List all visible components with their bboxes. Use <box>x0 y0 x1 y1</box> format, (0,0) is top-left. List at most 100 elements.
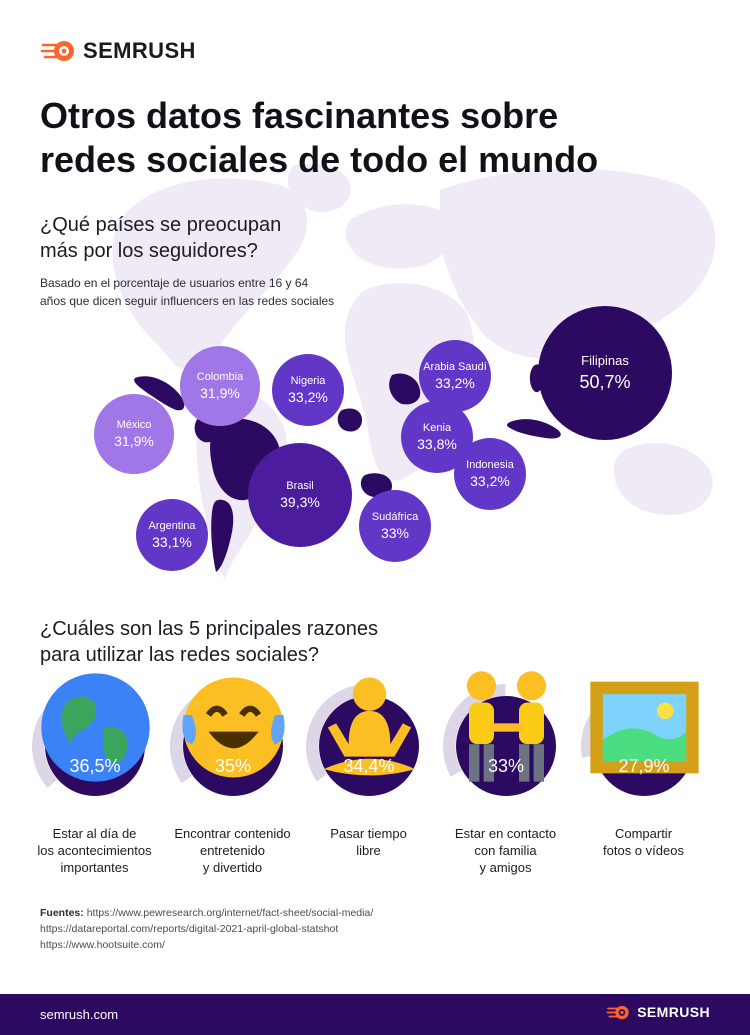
reason-label-line: Compartir <box>614 826 673 841</box>
reason-label-line: y amigos <box>479 860 532 875</box>
bubble-value-colombia: 31,9% <box>200 384 240 401</box>
source-link[interactable]: https://www.hootsuite.com/ <box>40 939 165 951</box>
semrush-flame-icon <box>40 41 74 61</box>
footer-site-link[interactable]: semrush.com <box>40 1007 119 1022</box>
map-north-america <box>112 178 307 369</box>
reason-label-line: con familia <box>474 843 537 858</box>
bubble-value-kenia: 33,8% <box>417 435 457 452</box>
reason-circle: 27,9% <box>589 681 699 796</box>
bubble-label-colombia: Colombia <box>196 370 244 383</box>
semrush-logo[interactable]: SEMRUSH <box>40 38 196 64</box>
bubble-filipinas: Filipinas 50,7% <box>538 306 672 440</box>
bubble-value-sudafrica: 33% <box>380 524 410 541</box>
bubble-value-filipinas: 50,7% <box>579 372 631 392</box>
bubble-value-mexico: 31,9% <box>114 432 154 449</box>
bubble-label-argentina: Argentina <box>148 519 196 532</box>
reason-label: Encontrar contenido entretenido y divert… <box>150 825 315 876</box>
logo-wordmark: SEMRUSH <box>83 38 196 63</box>
reason-ring: 36,5% <box>32 672 157 809</box>
footer-semrush-logo[interactable]: SEMRUSH <box>606 1004 710 1020</box>
section1-question: ¿Qué países se preocupan más por los seg… <box>40 212 460 264</box>
reason-arc <box>170 684 233 784</box>
reason-ring: 27,9% <box>581 681 706 809</box>
title-line-2: redes sociales de todo el mundo <box>40 139 599 180</box>
bubble-label-sudafrica: Sudáfrica <box>371 510 419 523</box>
bubble-arabia-saudi: Arabia Saudí 33,2% <box>419 340 491 412</box>
reason-label: Estar en contacto con familia y amigos <box>423 825 588 876</box>
reason-value: 36,5% <box>69 756 121 776</box>
bubble-value-nigeria: 33,2% <box>288 388 328 405</box>
bubble-argentina: Argentina 33,1% <box>136 499 208 571</box>
reason-ring: 35% <box>170 677 295 809</box>
map-highlight-argentina <box>211 499 234 572</box>
reason-label: Compartir fotos o vídeos <box>561 825 726 859</box>
map-highlight-saudi <box>389 373 421 405</box>
bubble-label-kenia: Kenia <box>422 421 452 434</box>
source-link[interactable]: https://www.pewresearch.org/internet/fac… <box>86 907 374 919</box>
reason-label-line: Estar al día de <box>52 826 137 841</box>
page-title: Otros datos fascinantes sobre redes soci… <box>40 94 720 182</box>
world-map-background <box>112 163 716 580</box>
footer: semrush.com SEMRUSH <box>0 994 750 1035</box>
section2-question: ¿Cuáles son las 5 principales razones pa… <box>40 616 460 668</box>
reason-value: 33% <box>487 756 525 776</box>
reason-circle: 33% <box>456 670 556 796</box>
map-asia <box>440 168 716 359</box>
bubble-label-brasil: Brasil <box>286 479 314 492</box>
bubble-brasil: Brasil 39,3% <box>248 443 352 547</box>
holding-hands-icon <box>444 670 569 782</box>
section1-subtitle-line-2: años que dicen seguir influencers en las… <box>40 294 335 308</box>
section1-question-line-2: más por los seguidores? <box>40 240 258 262</box>
bubble-label-indonesia: Indonesia <box>466 458 514 471</box>
reason-circle: 35% <box>181 677 285 796</box>
bubble-value-indonesia: 33,2% <box>470 472 510 489</box>
reason-label: Pasar tiempo libre <box>286 825 451 859</box>
reason-value: 35% <box>214 756 252 776</box>
bubble-label-nigeria: Nigeria <box>290 374 326 387</box>
bubble-value-brasil: 39,3% <box>280 493 320 510</box>
meditation-icon <box>307 677 432 775</box>
section1-subtitle: Basado en el porcentaje de usuarios entr… <box>40 274 400 310</box>
sources: Fuentes: https://www.pewresearch.org/int… <box>40 905 600 953</box>
map-highlight-indonesia <box>507 419 561 439</box>
semrush-flame-icon <box>606 1005 629 1019</box>
map-highlight-mexico <box>134 376 185 411</box>
reason-circle: 34,4% <box>319 677 419 796</box>
reason-value: 27,9% <box>618 756 670 776</box>
reason-label-line: Estar en contacto <box>454 826 557 841</box>
framed-picture-icon <box>582 681 707 773</box>
section2-question-line-1: ¿Cuáles son las 5 principales razones <box>40 618 378 640</box>
reason-circle: 36,5% <box>40 672 150 796</box>
reason-label-line: entretenido <box>199 843 266 858</box>
sources-label: Fuentes: <box>40 907 84 919</box>
tears-of-joy-icon <box>171 677 296 777</box>
bubble-value-arabia-saudi: 33,2% <box>435 374 475 391</box>
source-link[interactable]: https://datareportal.com/reports/digital… <box>40 923 339 935</box>
bubble-label-mexico: México <box>116 418 152 431</box>
map-highlight-nigeria <box>337 408 362 432</box>
section1-subtitle-line-1: Basado en el porcentaje de usuarios entr… <box>40 276 309 290</box>
reason-label-line: importantes <box>60 860 129 875</box>
title-line-1: Otros datos fascinantes sobre <box>40 95 559 136</box>
section1-question-line-1: ¿Qué países se preocupan <box>40 214 282 236</box>
reason-label-line: Pasar tiempo <box>330 826 407 841</box>
reason-value: 34,4% <box>343 756 395 776</box>
section2-question-line-2: para utilizar las redes sociales? <box>40 644 320 666</box>
bubble-nigeria: Nigeria 33,2% <box>272 354 344 426</box>
bubble-sudafrica: Sudáfrica 33% <box>359 490 431 562</box>
reason-arc <box>443 684 506 777</box>
bubble-mexico: México 31,9% <box>94 394 174 474</box>
reason-label-line: libre <box>356 843 381 858</box>
reason-label-line: Encontrar contenido <box>174 826 291 841</box>
globe-icon <box>33 672 158 782</box>
bubble-label-filipinas: Filipinas <box>581 353 629 368</box>
map-europe <box>345 204 456 269</box>
reason-ring: 34,4% <box>306 677 431 809</box>
map-greenland <box>287 163 351 213</box>
bubble-label-arabia-saudi: Arabia Saudí <box>423 360 487 373</box>
bubble-value-argentina: 33,1% <box>152 533 192 550</box>
reason-ring: 33% <box>443 670 568 809</box>
bubble-colombia: Colombia 31,9% <box>180 346 260 426</box>
reason-arc <box>306 684 369 782</box>
map-australia <box>613 442 713 515</box>
